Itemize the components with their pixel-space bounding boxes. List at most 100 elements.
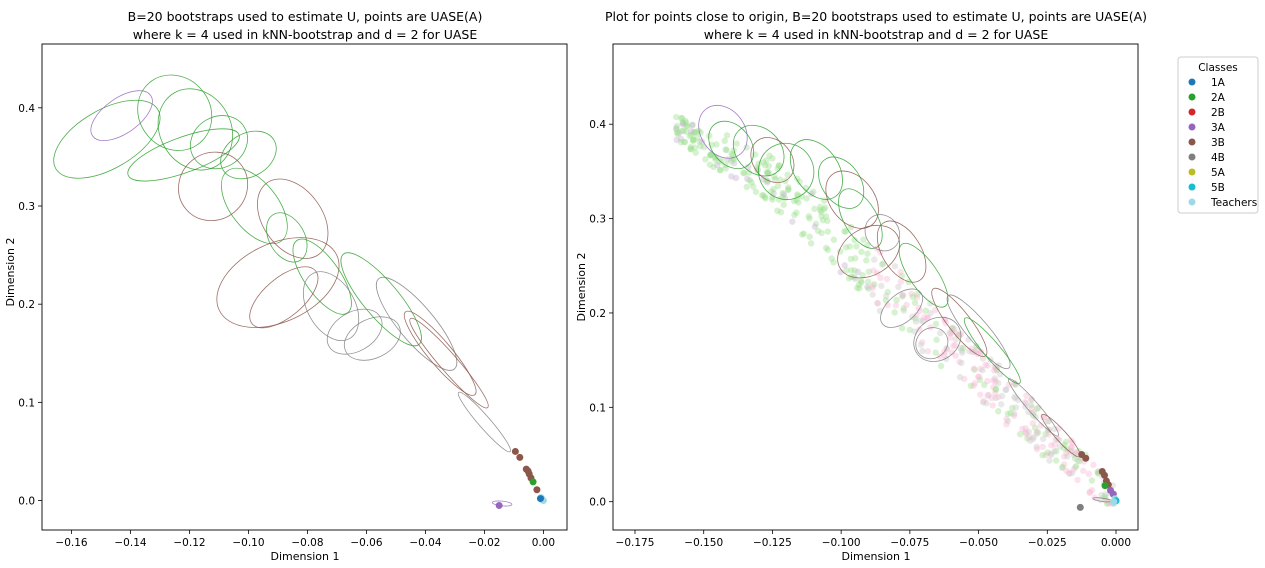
background-point: [878, 261, 886, 268]
background-point: [673, 113, 680, 121]
background-point: [695, 127, 702, 134]
background-point: [1060, 444, 1068, 452]
background-point: [1024, 435, 1031, 442]
background-point: [871, 256, 878, 263]
background-point: [1042, 430, 1049, 438]
background-point: [1003, 421, 1010, 428]
background-point: [806, 233, 813, 240]
background-point: [974, 373, 982, 380]
background-point: [824, 228, 832, 235]
background-point: [682, 138, 689, 146]
background-point: [1102, 494, 1109, 502]
background-point: [884, 288, 891, 296]
background-point: [957, 344, 964, 352]
background-point: [1090, 461, 1097, 469]
background-point: [1011, 393, 1018, 400]
background-point: [693, 134, 701, 141]
background-point: [946, 329, 953, 336]
x-tick-label: 0.000: [1101, 537, 1131, 549]
background-point: [712, 156, 719, 163]
background-point: [975, 373, 983, 381]
background-point: [1070, 466, 1077, 473]
background-point: [874, 300, 881, 307]
background-point: [919, 339, 926, 346]
background-point: [909, 293, 917, 301]
background-point: [891, 309, 898, 316]
background-point: [796, 178, 803, 186]
x-tick-label: −0.050: [959, 537, 998, 549]
background-point: [784, 186, 792, 193]
background-point: [690, 129, 698, 136]
bootstrap-ellipse-2A: [266, 212, 308, 263]
background-point: [998, 392, 1006, 400]
background-point: [1060, 461, 1068, 468]
background-point: [762, 195, 769, 202]
background-point: [769, 196, 776, 203]
data-point-4B: [1076, 503, 1084, 511]
background-point: [979, 355, 987, 362]
legend-label: 2A: [1211, 92, 1226, 104]
background-point: [927, 324, 934, 331]
bootstrap-ellipse-2A: [838, 188, 883, 249]
x-tick-label: −0.16: [55, 537, 87, 549]
background-point: [965, 336, 972, 343]
panel1-marks: [53, 74, 547, 509]
background-point: [1008, 404, 1016, 412]
legend-marker-3A: [1188, 123, 1196, 131]
background-point: [806, 215, 813, 222]
background-point: [680, 127, 687, 135]
background-point: [1064, 453, 1071, 460]
background-point: [992, 378, 999, 385]
data-point-3B: [1082, 454, 1090, 462]
background-point: [689, 121, 696, 128]
background-point: [991, 389, 999, 397]
background-point: [984, 362, 991, 369]
background-point: [1072, 463, 1080, 470]
background-point: [913, 294, 921, 301]
background-point: [976, 376, 984, 384]
background-point: [1068, 444, 1075, 451]
background-point: [982, 361, 989, 369]
background-point: [856, 285, 863, 292]
background-point: [721, 137, 728, 145]
background-point: [1016, 430, 1024, 438]
background-point: [1035, 404, 1042, 412]
background-point: [722, 165, 729, 172]
background-point: [959, 349, 966, 356]
background-point: [869, 291, 876, 298]
background-point: [932, 320, 940, 328]
background-point: [690, 136, 697, 143]
background-point: [728, 150, 735, 158]
background-point: [814, 227, 822, 235]
bootstrap-ellipse-2A: [292, 238, 352, 315]
background-point: [984, 392, 991, 399]
legend: Classes 1A 2A 2B 3A 3B 4B 5A 5B Teachers: [1177, 56, 1259, 214]
bootstrap-ellipse-4B: [375, 276, 458, 371]
background-point: [956, 358, 963, 366]
background-point: [933, 336, 940, 343]
bootstrap-ellipse-2A: [157, 88, 233, 171]
background-point: [824, 217, 831, 225]
background-point: [1007, 410, 1014, 417]
background-point: [682, 117, 689, 125]
background-point: [740, 169, 747, 176]
background-point: [937, 362, 945, 370]
background-point: [883, 275, 891, 283]
background-point: [718, 156, 725, 164]
background-point: [864, 283, 871, 291]
background-point: [728, 173, 735, 180]
background-point: [780, 201, 787, 208]
background-point: [810, 188, 817, 195]
background-point: [673, 136, 680, 144]
background-point: [794, 191, 801, 198]
background-point: [992, 385, 1000, 393]
background-point: [727, 158, 735, 165]
bootstrap-ellipse-3B: [216, 237, 340, 328]
background-point: [977, 391, 984, 398]
background-point: [775, 162, 782, 170]
background-point: [869, 284, 876, 292]
background-point: [1022, 425, 1029, 432]
background-point: [1022, 430, 1030, 437]
background-point: [916, 307, 923, 315]
background-point: [769, 194, 776, 201]
